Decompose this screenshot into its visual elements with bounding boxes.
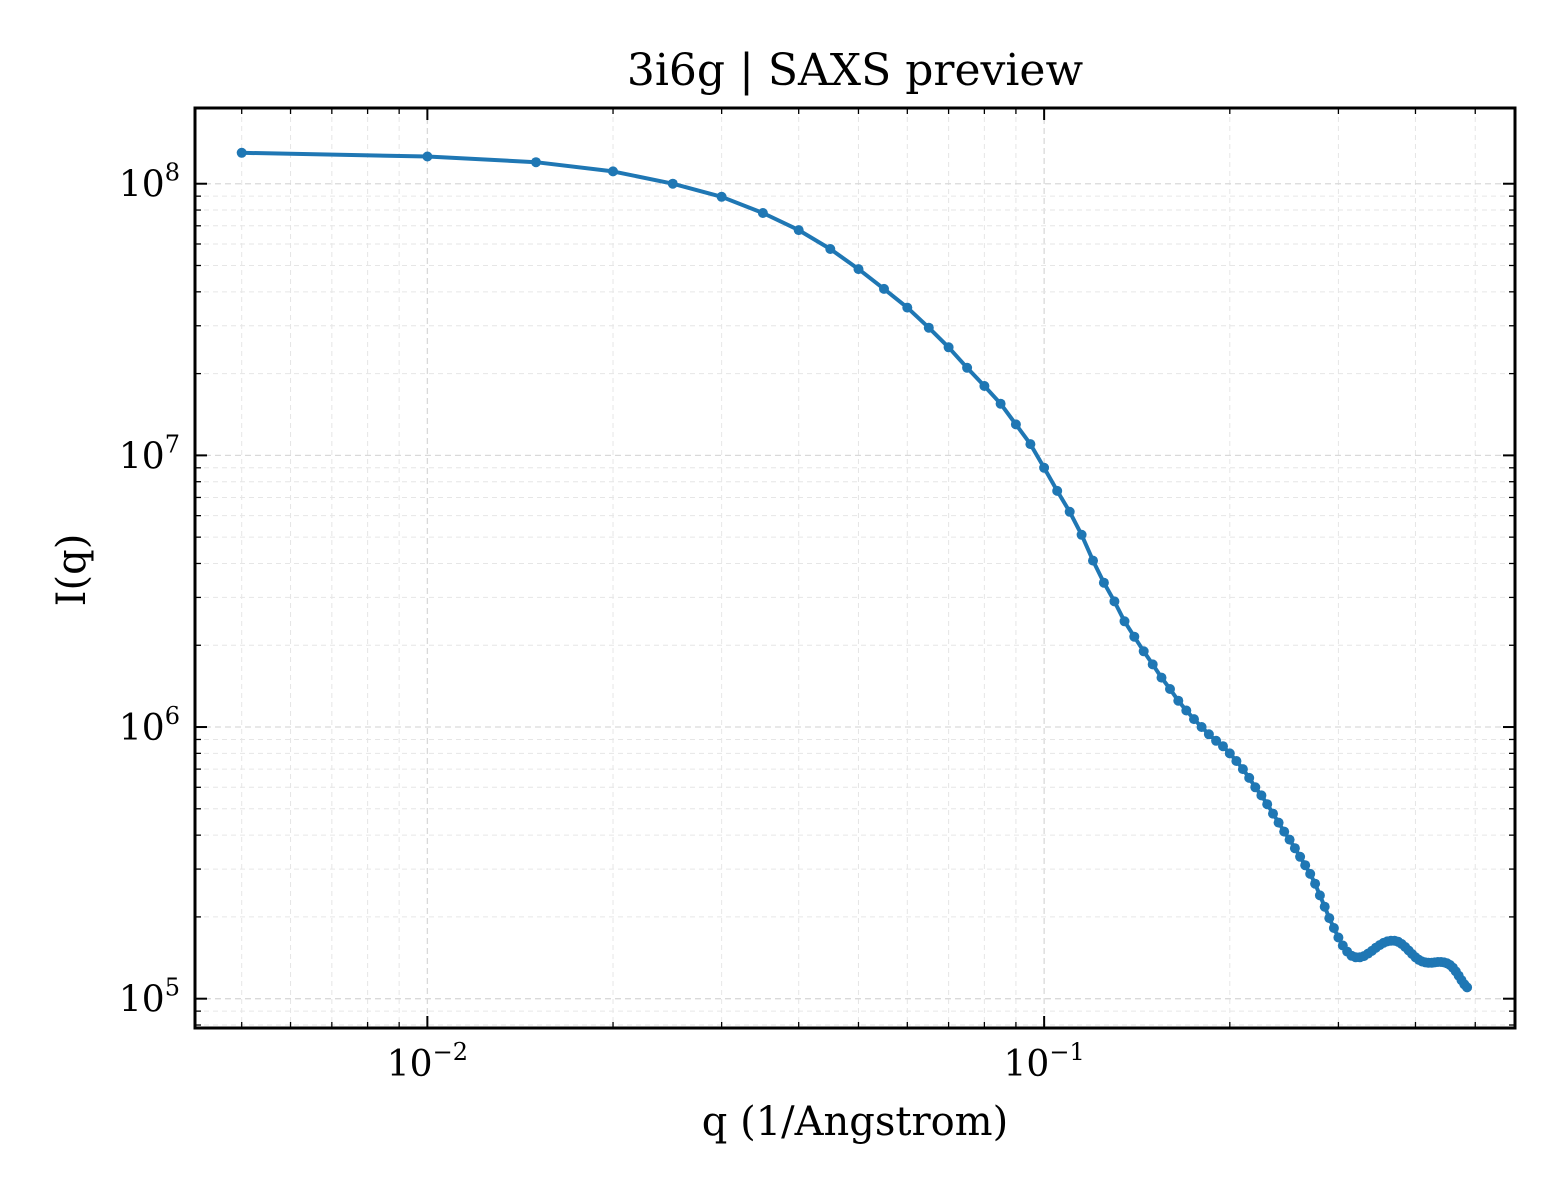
- plot-frame: [193, 106, 1517, 1030]
- data-point: [879, 283, 889, 294]
- data-point: [757, 208, 768, 218]
- data-point: [1098, 577, 1109, 588]
- data-point: [853, 264, 864, 275]
- y-tick-label: 108: [119, 159, 180, 206]
- data-point: [236, 147, 247, 158]
- data-point: [1273, 817, 1284, 828]
- data-point: [1039, 462, 1050, 473]
- data-point: [1262, 799, 1273, 810]
- y-tick-label: 107: [119, 430, 180, 477]
- data-point: [716, 191, 727, 202]
- data-point: [1328, 923, 1339, 933]
- data-point: [1076, 529, 1087, 540]
- data-point: [1256, 790, 1267, 801]
- y-tick-label: 105: [119, 974, 180, 1021]
- data-point: [825, 244, 836, 254]
- data-point: [1244, 772, 1255, 783]
- data-point: [1314, 890, 1325, 901]
- grid: [195, 108, 1515, 1028]
- axis-ticks: 10−2 10−1 105 106 107 108: [119, 108, 1515, 1085]
- data-point: [1211, 735, 1222, 746]
- data-point: [1333, 932, 1344, 943]
- data-series: [236, 147, 1473, 993]
- data-point: [1052, 485, 1063, 496]
- data-point: [667, 178, 678, 189]
- data-point: [979, 381, 990, 391]
- data-point: [1231, 756, 1242, 766]
- series-line: [241, 150, 1469, 989]
- data-point: [902, 302, 913, 313]
- data-point: [1305, 868, 1316, 879]
- data-point: [1129, 631, 1140, 642]
- y-tick-label: 106: [119, 702, 180, 749]
- x-axis-label: q (1/Angstrom): [702, 1099, 1008, 1145]
- x-tick-label: 10−2: [387, 1038, 468, 1085]
- y-axis-label: I(q): [49, 534, 95, 607]
- data-point: [1218, 741, 1228, 752]
- data-point: [1025, 439, 1036, 450]
- data-point: [1289, 843, 1300, 854]
- data-point: [1268, 808, 1278, 819]
- data-point: [1310, 878, 1321, 889]
- data-point: [1138, 646, 1149, 657]
- data-point: [1189, 714, 1199, 725]
- data-point: [1462, 982, 1473, 993]
- data-point: [1196, 722, 1207, 732]
- chart-title: 3i6g | SAXS preview: [627, 45, 1084, 96]
- data-point: [1224, 748, 1235, 759]
- data-point: [1010, 419, 1021, 430]
- data-point: [1237, 764, 1248, 775]
- data-point: [1319, 901, 1330, 912]
- data-point: [1250, 782, 1261, 793]
- data-point: [1324, 913, 1335, 924]
- data-point: [1203, 729, 1214, 740]
- data-point: [1088, 555, 1098, 566]
- data-point: [1173, 695, 1184, 706]
- data-point: [608, 166, 618, 177]
- data-point: [923, 322, 934, 333]
- data-point: [943, 342, 954, 353]
- data-point: [1295, 851, 1306, 862]
- data-point: [1279, 826, 1290, 837]
- data-point: [995, 398, 1006, 409]
- data-point: [422, 151, 433, 162]
- data-point: [1156, 672, 1167, 683]
- data-point: [1064, 506, 1075, 517]
- data-point: [531, 157, 541, 168]
- data-point: [962, 362, 973, 373]
- data-point: [1147, 659, 1158, 670]
- data-point: [1300, 860, 1311, 871]
- data-point: [1109, 596, 1120, 607]
- data-point: [1119, 616, 1130, 627]
- data-point: [1284, 834, 1295, 845]
- data-point: [1165, 684, 1175, 694]
- x-tick-label: 10−1: [1004, 1038, 1085, 1085]
- data-point: [1181, 705, 1192, 716]
- data-point: [793, 225, 804, 236]
